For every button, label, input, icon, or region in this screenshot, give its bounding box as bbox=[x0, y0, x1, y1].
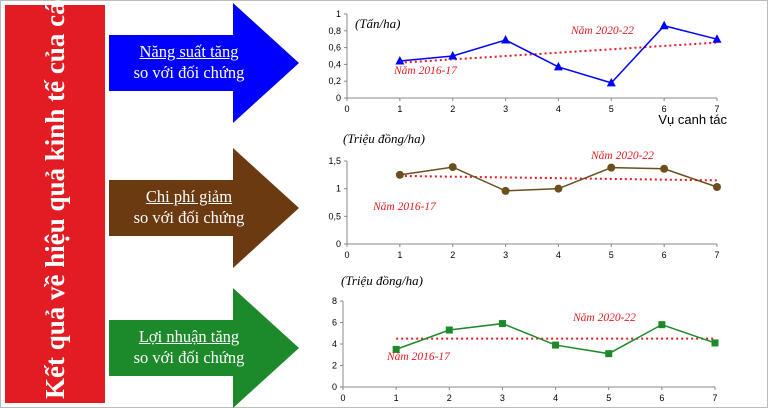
x-tick-label: 6 bbox=[662, 104, 667, 114]
data-point bbox=[659, 20, 669, 30]
y-tick-label: 0,2 bbox=[328, 76, 341, 86]
data-point bbox=[607, 163, 616, 172]
data-point bbox=[395, 56, 405, 65]
data-point bbox=[553, 61, 563, 71]
data-point bbox=[501, 35, 511, 44]
x-tick-label: 4 bbox=[556, 104, 561, 114]
arrow-yield-shape bbox=[109, 3, 299, 123]
annotation-start: Năm 2016-17 bbox=[393, 65, 458, 77]
arrow-cost-label: Chi phí giảm bbox=[145, 187, 233, 206]
x-tick-label: 2 bbox=[450, 104, 455, 114]
annotation-start: Năm 2016-17 bbox=[386, 351, 451, 363]
arrow-yield-sublabel: so với đối chứng bbox=[133, 63, 245, 82]
annotation-end: Năm 2020-22 bbox=[570, 25, 634, 37]
data-point bbox=[501, 186, 510, 195]
y-tick-label: 6 bbox=[332, 318, 337, 328]
y-tick-label: 4 bbox=[332, 339, 337, 349]
y-tick-label: 0 bbox=[336, 239, 341, 249]
y-unit-label: (Triệu đồng/ha) bbox=[343, 131, 425, 146]
figure-title: Kết quả về hiệu quả kinh tế của các mô h… bbox=[40, 0, 70, 399]
arrow-profit-shape bbox=[109, 288, 299, 408]
data-point bbox=[445, 326, 453, 334]
x-tick-label: 1 bbox=[397, 104, 402, 114]
y-tick-label: 0,5 bbox=[328, 211, 341, 221]
chart-2: 0 0,5 1 1,5 0 1 2 3 4 5 6 7 (Triệu đồng/ha) Năm 2016-… bbox=[328, 131, 721, 260]
data-point bbox=[606, 77, 616, 87]
y-tick-label: 0,6 bbox=[328, 43, 341, 53]
trend-line bbox=[399, 174, 718, 182]
data-point bbox=[554, 184, 563, 193]
y-tick-label: 0 bbox=[332, 382, 337, 392]
y-tick-label: 8 bbox=[332, 296, 337, 306]
data-point bbox=[498, 320, 506, 328]
x-tick-label: 6 bbox=[662, 250, 667, 260]
y-tick-label: 1,5 bbox=[328, 156, 341, 166]
arrow-profit: Lợi nhuận tăng so với đối chứng bbox=[109, 288, 301, 408]
data-point bbox=[711, 339, 719, 347]
arrow-profit-label: Lợi nhuận tăng bbox=[138, 327, 240, 346]
chart-1: 0 0,2 0,4 0,6 0,8 1 0 1 2 3 4 5 6 7 (Tấn/ha) Vụ canh tá… bbox=[328, 9, 727, 127]
x-tick-label: 7 bbox=[714, 104, 719, 114]
x-tick-label: 5 bbox=[606, 393, 611, 403]
x-tick-label: 7 bbox=[714, 250, 719, 260]
data-point bbox=[658, 321, 666, 329]
x-tick-label: 0 bbox=[340, 393, 345, 403]
x-tick-label: 1 bbox=[394, 393, 399, 403]
annotation-start: Năm 2016-17 bbox=[372, 201, 437, 213]
x-tick-label: 6 bbox=[659, 393, 664, 403]
x-tick-label: 1 bbox=[397, 250, 402, 260]
data-point bbox=[605, 350, 613, 358]
y-tick-label: 0,8 bbox=[328, 26, 341, 36]
charts: 0 0,2 0,4 0,6 0,8 1 0 1 2 3 4 5 6 7 (Tấn/ha) Vụ canh tá… bbox=[328, 9, 727, 403]
x-tick-label: 2 bbox=[447, 393, 452, 403]
arrow-yield-label: Năng suất tăng bbox=[139, 42, 239, 61]
y-tick-label: 2 bbox=[332, 361, 337, 371]
y-tick-label: 1 bbox=[336, 184, 341, 194]
x-tick-label: 3 bbox=[503, 104, 508, 114]
y-unit-label: (Tấn/ha) bbox=[355, 16, 401, 31]
arrow-cost-sublabel: so với đối chứng bbox=[133, 208, 245, 227]
annotation-end: Năm 2020-22 bbox=[590, 150, 654, 162]
x-tick-label: 7 bbox=[712, 393, 717, 403]
data-point bbox=[552, 341, 560, 349]
data-point bbox=[392, 345, 400, 353]
arrow-cost-shape bbox=[109, 148, 299, 268]
data-point bbox=[395, 170, 404, 179]
arrow-cost: Chi phí giảm so với đối chứng bbox=[109, 148, 301, 268]
x-tick-label: 4 bbox=[556, 250, 561, 260]
y-unit-label: (Triệu đồng/ha) bbox=[341, 273, 423, 288]
y-tick-label: 0,4 bbox=[328, 59, 341, 69]
data-point bbox=[448, 163, 457, 172]
y-tick-label: 0 bbox=[336, 93, 341, 103]
data-point bbox=[660, 164, 669, 173]
chart-3: 0 2 4 6 8 0 1 2 3 4 5 6 7 (Triệu đồng/ha) Năm 2016-17 N… bbox=[332, 273, 719, 403]
y-tick-label: 1 bbox=[336, 9, 341, 19]
title-panel: Kết quả về hiệu quả kinh tế của các mô h… bbox=[5, 0, 105, 403]
data-point bbox=[712, 34, 722, 43]
arrow-profit-sublabel: so với đối chứng bbox=[133, 348, 245, 367]
x-tick-label: 0 bbox=[344, 250, 349, 260]
x-tick-label: 2 bbox=[450, 250, 455, 260]
data-point bbox=[448, 51, 458, 60]
x-tick-label: 3 bbox=[503, 250, 508, 260]
annotation-end: Năm 2020-22 bbox=[572, 312, 636, 324]
data-point bbox=[713, 183, 721, 192]
trend-line bbox=[399, 41, 718, 64]
x-tick-label: 5 bbox=[609, 104, 614, 114]
x-tick-label: 3 bbox=[500, 393, 505, 403]
x-axis-label: Vụ canh tác bbox=[658, 112, 727, 127]
x-tick-label: 4 bbox=[553, 393, 558, 403]
arrow-yield: Năng suất tăng so với đối chứng bbox=[109, 3, 301, 123]
x-tick-label: 5 bbox=[609, 250, 614, 260]
x-tick-label: 0 bbox=[344, 104, 349, 114]
